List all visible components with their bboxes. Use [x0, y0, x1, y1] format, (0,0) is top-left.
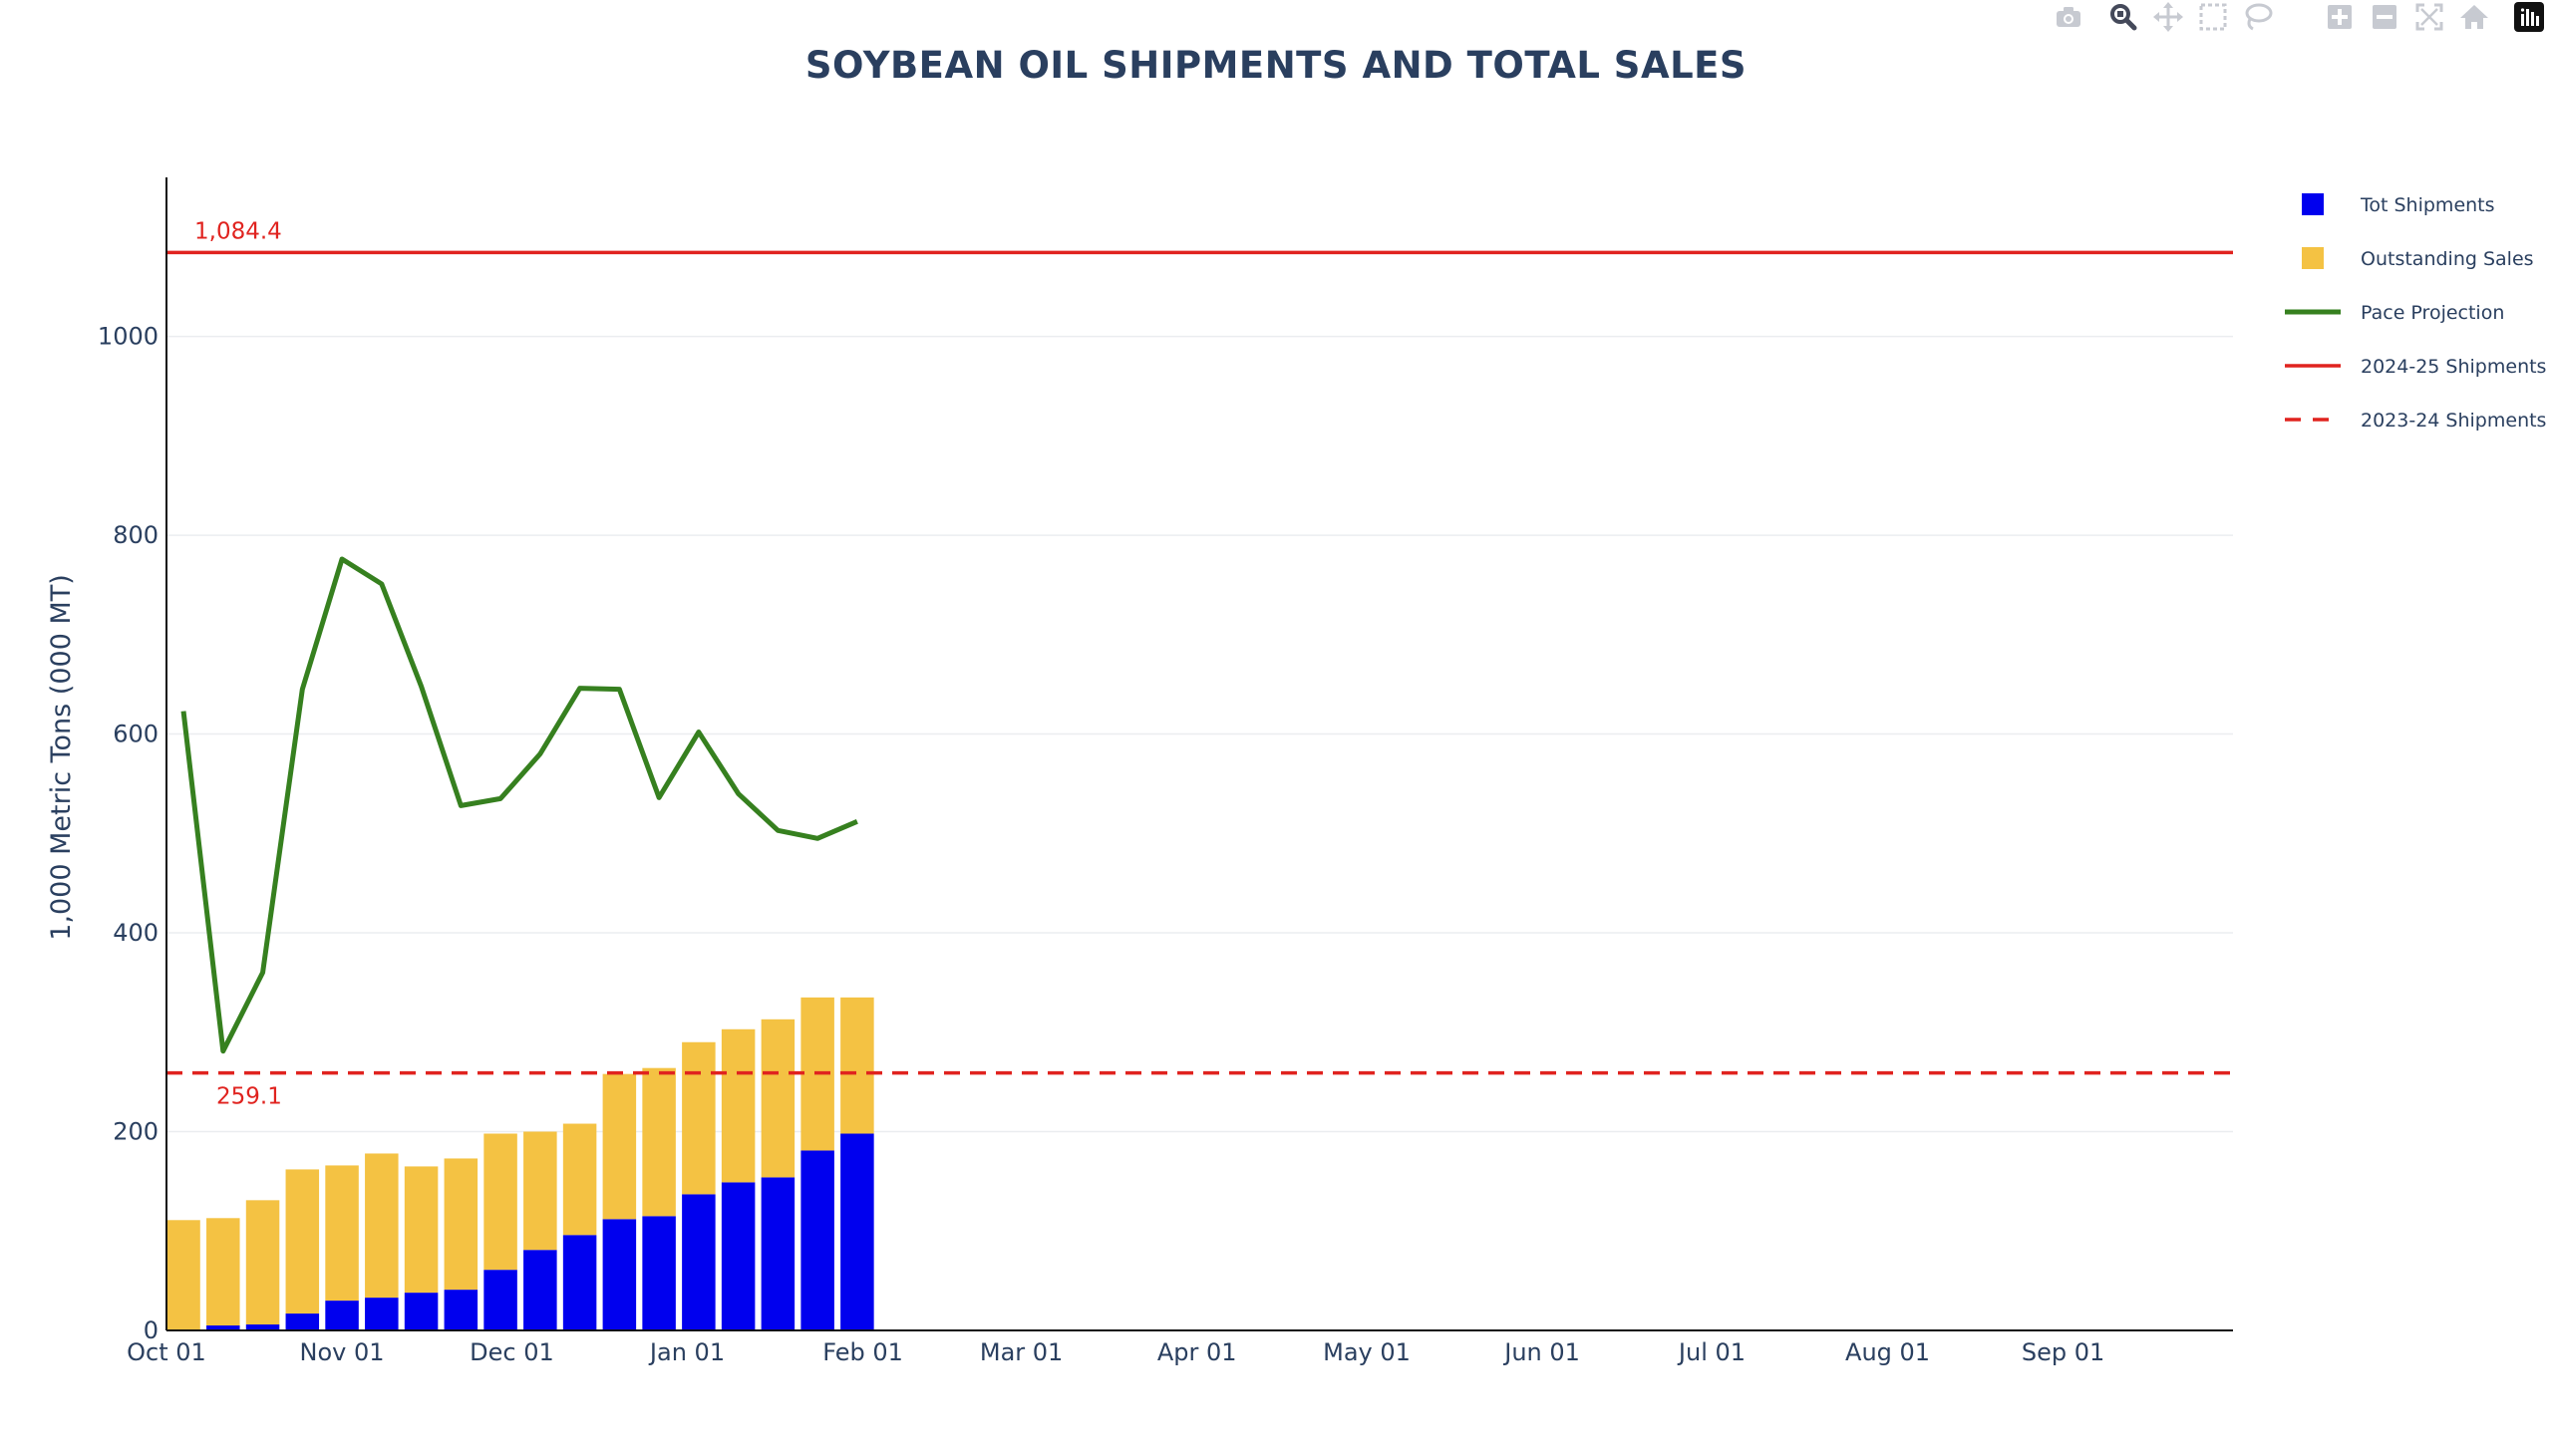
- x-tick-label: Aug 01: [1845, 1338, 1930, 1366]
- bar-tot-shipments: [800, 1150, 834, 1330]
- legend-label: Pace Projection: [2361, 302, 2504, 324]
- pan-icon[interactable]: [2151, 0, 2185, 34]
- legend: Tot Shipments Outstanding Sales Pace Proje…: [2285, 193, 2546, 432]
- bar-tot-shipments: [206, 1325, 240, 1330]
- plotly-logo-icon[interactable]: [2512, 0, 2546, 34]
- bar-tot-shipments: [721, 1182, 756, 1330]
- bar-tot-shipments: [325, 1301, 359, 1330]
- bar-outstanding-sales: [642, 1067, 676, 1217]
- x-tick-label: May 01: [1323, 1338, 1411, 1366]
- bars: [166, 997, 874, 1330]
- bar-outstanding-sales: [721, 1028, 756, 1183]
- bar-tot-shipments: [444, 1290, 478, 1330]
- legend-item: Pace Projection: [2285, 302, 2504, 324]
- bar-outstanding-sales: [562, 1123, 597, 1236]
- reference-lines: [166, 250, 2233, 1075]
- lasso-select-icon[interactable]: [2241, 0, 2275, 34]
- camera-icon[interactable]: [2052, 0, 2085, 34]
- zoom-out-icon[interactable]: [2368, 0, 2401, 34]
- x-tick-label: Sep 01: [2022, 1338, 2104, 1366]
- y-axis-title: 1,000 Metric Tons (000 MT): [46, 574, 77, 941]
- legend-item: Tot Shipments: [2302, 193, 2495, 216]
- pace-projection-line: [180, 556, 858, 1054]
- bar-outstanding-sales: [365, 1153, 399, 1299]
- bar-outstanding-sales: [325, 1165, 359, 1302]
- bar-outstanding-sales: [761, 1019, 796, 1178]
- axes: [165, 177, 2233, 1331]
- legend-label: Outstanding Sales: [2361, 248, 2534, 270]
- zoom-icon[interactable]: [2106, 0, 2140, 34]
- x-tick-label: Jan 01: [648, 1338, 725, 1366]
- chart-title: SOYBEAN OIL SHIPMENTS AND TOTAL SALES: [804, 44, 1748, 87]
- x-tick-label: Apr 01: [1157, 1338, 1237, 1366]
- bar-outstanding-sales: [404, 1166, 439, 1294]
- bar-outstanding-sales: [602, 1073, 637, 1220]
- bar-tot-shipments: [523, 1250, 557, 1330]
- y-tick-label: 600: [113, 721, 159, 748]
- bar-tot-shipments: [602, 1219, 637, 1330]
- y-tick-label: 800: [113, 521, 159, 549]
- label-2023-24-value: 259.1: [216, 1084, 282, 1110]
- legend-item: Outstanding Sales: [2302, 247, 2534, 270]
- bar-tot-shipments: [404, 1293, 439, 1330]
- bar-outstanding-sales: [166, 1220, 200, 1330]
- legend-item: 2024-25 Shipments: [2285, 356, 2546, 378]
- bar-tot-shipments: [245, 1324, 280, 1330]
- bar-tot-shipments: [761, 1177, 796, 1330]
- bar-tot-shipments: [642, 1216, 676, 1330]
- y-tick-label: 400: [113, 919, 159, 947]
- annotations: 1,084.4 259.1: [194, 218, 282, 1109]
- bar-outstanding-sales: [483, 1133, 517, 1271]
- x-tick-label: Nov 01: [300, 1338, 385, 1366]
- zoom-in-icon[interactable]: [2323, 0, 2357, 34]
- legend-label: 2024-25 Shipments: [2361, 356, 2546, 378]
- bar-outstanding-sales: [206, 1218, 240, 1326]
- bar-outstanding-sales: [444, 1158, 478, 1291]
- autoscale-icon[interactable]: [2412, 0, 2446, 34]
- pace-projection-line-group: [180, 556, 858, 1054]
- bar-tot-shipments: [840, 1133, 874, 1330]
- legend-swatch-1: [2302, 247, 2324, 269]
- bar-outstanding-sales: [245, 1200, 280, 1325]
- legend-label: Tot Shipments: [2360, 194, 2495, 216]
- bar-outstanding-sales: [285, 1169, 320, 1314]
- x-tick-label: Oct 01: [127, 1338, 206, 1366]
- y-tick-label: 200: [113, 1118, 159, 1146]
- x-tick-label: Dec 01: [470, 1338, 554, 1366]
- bar-outstanding-sales: [523, 1131, 557, 1251]
- bar-tot-shipments: [682, 1194, 716, 1330]
- x-tick-label: Mar 01: [980, 1338, 1063, 1366]
- legend-swatch-0: [2302, 193, 2324, 215]
- gridlines: [166, 335, 2233, 1133]
- legend-label: 2023-24 Shipments: [2361, 410, 2546, 432]
- box-select-icon[interactable]: [2196, 0, 2230, 34]
- bar-outstanding-sales: [840, 997, 874, 1134]
- x-tick-label: Feb 01: [822, 1338, 903, 1366]
- y-tick-label: 1000: [98, 323, 159, 351]
- bar-tot-shipments: [285, 1313, 320, 1330]
- y-tick-label: 0: [144, 1316, 159, 1344]
- label-2024-25-value: 1,084.4: [194, 218, 282, 244]
- tick-labels: 0 200 400 600 800 1000 Oct 01 Nov 01 Dec 01 Jan 0…: [98, 323, 2104, 1366]
- legend-item: 2023-24 Shipments: [2285, 410, 2546, 432]
- reset-axes-icon[interactable]: [2457, 0, 2491, 34]
- bar-tot-shipments: [483, 1270, 517, 1330]
- x-tick-label: Jun 01: [1502, 1338, 1580, 1366]
- bar-outstanding-sales: [682, 1041, 716, 1195]
- bar-tot-shipments: [562, 1235, 597, 1330]
- bar-tot-shipments: [365, 1298, 399, 1330]
- x-tick-label: Jul 01: [1677, 1338, 1746, 1366]
